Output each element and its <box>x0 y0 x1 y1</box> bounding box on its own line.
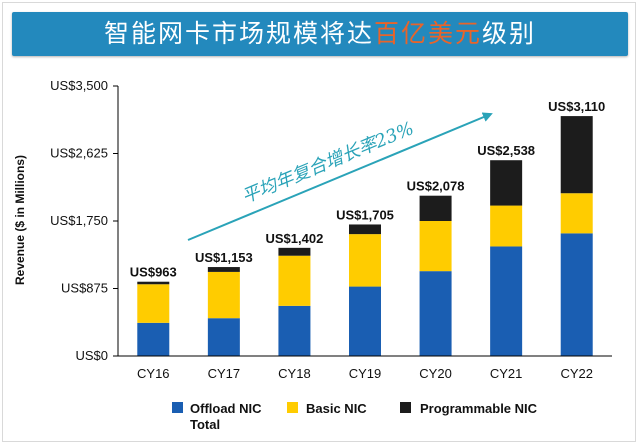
total-label-cy20: US$2,078 <box>407 179 465 194</box>
total-label-cy16: US$963 <box>130 265 177 280</box>
cagr-arrow <box>187 112 493 241</box>
bar-offload-cy16 <box>137 322 170 356</box>
legend-swatch-basic <box>287 402 298 413</box>
bars <box>137 116 593 356</box>
x-axis: CY16 CY17 CY18 CY19 CY20 CY21 CY22 <box>118 355 612 381</box>
legend-swatch-offload <box>172 402 183 413</box>
bar-programmable-cy22 <box>560 116 593 194</box>
x-tick-label-cy19: CY19 <box>349 366 382 381</box>
bar-offload-cy18 <box>278 305 311 356</box>
x-tick-label-cy22: CY22 <box>560 366 593 381</box>
legend-label-programmable: Programmable NIC <box>420 401 538 416</box>
data-labels: US$963 US$1,153 US$1,402 US$1,705 US$2,078 US… <box>130 99 605 280</box>
legend-label-offload: Offload NIC <box>190 401 262 416</box>
y-tick-label: US$875 <box>61 281 108 296</box>
y-axis-title: Revenue ($ in Millions) <box>13 155 27 285</box>
bar-programmable-cy17 <box>207 267 240 272</box>
bar-programmable-cy20 <box>419 195 452 221</box>
legend-swatch-programmable <box>400 402 411 413</box>
bar-programmable-cy19 <box>349 224 381 235</box>
x-tick-label-cy20: CY20 <box>419 366 452 381</box>
total-label-cy18: US$1,402 <box>266 231 324 246</box>
title-highlight: 百亿美元 <box>373 19 482 48</box>
y-tick-label: US$1,750 <box>50 213 108 228</box>
y-axis: US$0 US$875 US$1,750 US$2,625 US$3,500 <box>50 78 119 363</box>
title-part-1: 智能网卡市场规模将达 <box>103 19 374 48</box>
bar-offload-cy17 <box>207 318 240 356</box>
y-tick-label: US$3,500 <box>50 78 108 93</box>
cagr-annotation: 平均年复合增长率23% <box>239 118 417 208</box>
bar-basic-cy20 <box>419 221 452 272</box>
total-label-cy22: US$3,110 <box>548 99 605 114</box>
legend-label-total: Total <box>190 417 220 432</box>
bar-basic-cy19 <box>349 234 381 287</box>
bar-offload-cy19 <box>349 286 381 356</box>
title-part-2: 级别 <box>482 19 537 48</box>
bar-offload-cy22 <box>560 233 593 356</box>
x-tick-label-cy17: CY17 <box>208 366 241 381</box>
bar-basic-cy18 <box>278 255 311 306</box>
legend-label-basic: Basic NIC <box>306 401 367 416</box>
x-tick-label-cy18: CY18 <box>278 366 311 381</box>
bar-programmable-cy18 <box>278 247 311 256</box>
bar-basic-cy17 <box>207 271 240 319</box>
bar-basic-cy16 <box>137 284 170 323</box>
bar-programmable-cy21 <box>490 160 523 206</box>
bar-offload-cy21 <box>490 246 523 356</box>
x-tick-label-cy21: CY21 <box>490 366 523 381</box>
legend: Offload NIC Total Basic NIC Programmable… <box>172 401 538 432</box>
title-banner: 智能网卡市场规模将达百亿美元级别 <box>12 12 628 56</box>
total-label-cy21: US$2,538 <box>477 143 535 158</box>
y-tick-label: US$0 <box>75 348 108 363</box>
total-label-cy17: US$1,153 <box>195 250 253 265</box>
bar-programmable-cy16 <box>137 281 170 285</box>
total-label-cy19: US$1,705 <box>336 207 394 222</box>
bar-basic-cy22 <box>560 193 593 234</box>
x-tick-label-cy16: CY16 <box>137 366 170 381</box>
bar-basic-cy21 <box>490 205 523 247</box>
y-tick-label: US$2,625 <box>50 146 108 161</box>
figure-frame <box>2 2 636 442</box>
bar-offload-cy20 <box>419 271 452 356</box>
